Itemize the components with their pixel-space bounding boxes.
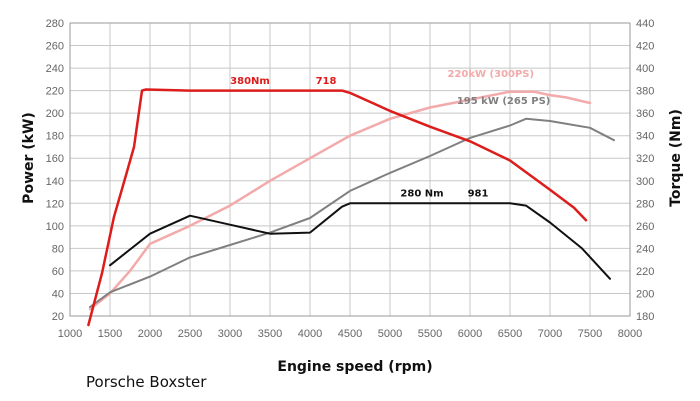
left-tick-label: 220	[46, 86, 64, 98]
x-tick-label: 7500	[578, 328, 602, 340]
left-tick-label: 180	[46, 131, 64, 143]
right-tick-label: 340	[636, 131, 654, 143]
right-tick-label: 260	[636, 221, 654, 233]
left-tick-label: 280	[46, 18, 64, 30]
right-tick-label: 320	[636, 153, 654, 165]
plot-frame	[69, 22, 631, 317]
right-tick-label: 360	[636, 108, 654, 120]
annotation-label: 718	[316, 76, 337, 87]
right-axis-title: Torque (Nm)	[668, 109, 684, 207]
right-tick-label: 200	[636, 288, 654, 300]
annotation-label: 380Nm	[230, 76, 270, 87]
grid	[70, 23, 630, 316]
annotations: 380Nm 718 220kW (300PS) 195 kW (265 PS) 280 …	[230, 69, 550, 199]
plot-border	[69, 22, 631, 317]
x-tick-label: 2000	[138, 328, 162, 340]
left-tick-label: 160	[46, 153, 64, 165]
series-line-torque-981	[109, 202, 611, 280]
right-tick-label: 420	[636, 41, 654, 53]
x-tick-label: 7000	[538, 328, 562, 340]
left-tick-label: 40	[52, 288, 64, 300]
left-tick-label: 20	[52, 311, 64, 323]
series-line-torque-718	[87, 88, 588, 327]
annotation-label: 981	[468, 189, 489, 200]
right-tick-label: 400	[636, 63, 654, 75]
x-tick-label: 4000	[298, 328, 322, 340]
x-tick-label: 2500	[178, 328, 202, 340]
right-tick-label: 280	[636, 198, 654, 210]
left-tick-label: 60	[52, 266, 64, 278]
x-tick-label: 5000	[378, 328, 402, 340]
annotation-label: 195 kW (265 PS)	[457, 96, 551, 107]
left-tick-label: 240	[46, 63, 64, 75]
x-tick-label: 6500	[498, 328, 522, 340]
left-tick-label: 120	[46, 198, 64, 210]
right-tick-label: 220	[636, 266, 654, 278]
right-tick-label: 300	[636, 176, 654, 188]
right-tick-label: 240	[636, 243, 654, 255]
right-tick-label: 180	[636, 311, 654, 323]
x-tick-label: 4500	[338, 328, 362, 340]
left-tick-label: 80	[52, 243, 64, 255]
left-tick-label: 260	[46, 41, 64, 53]
x-tick-label: 3500	[258, 328, 282, 340]
x-tick-label: 1000	[58, 328, 82, 340]
x-tick-label: 3000	[218, 328, 242, 340]
left-tick-label: 140	[46, 176, 64, 188]
right-tick-label: 440	[636, 18, 654, 30]
left-tick-label: 100	[46, 221, 64, 233]
left-axis-title: Power (kW)	[21, 112, 37, 204]
x-tick-label: 8000	[618, 328, 642, 340]
series-lines	[87, 88, 615, 327]
x-tick-label: 6000	[458, 328, 482, 340]
right-tick-label: 380	[636, 86, 654, 98]
x-tick-label: 1500	[98, 328, 122, 340]
x-axis-ticks: 1000 1500 2000 2500 3000 3500 4000 4500 5000 5500…	[58, 328, 642, 340]
x-tick-label: 5500	[418, 328, 442, 340]
annotation-label: 220kW (300PS)	[448, 69, 535, 80]
series-line-power-718	[88, 90, 592, 311]
series-line-power-981	[89, 117, 615, 308]
left-tick-label: 200	[46, 108, 64, 120]
left-axis-ticks: 20 40 60 80 100 120 140 160 180 200 220 240 260 280	[46, 18, 64, 323]
chart-caption: Porsche Boxster	[86, 373, 207, 391]
right-axis-ticks: 180 200 220 240 260 280 300 320 340 360 380 400 420 4…	[636, 18, 654, 323]
x-axis-title: Engine speed (rpm)	[277, 359, 432, 375]
annotation-label: 280 Nm	[400, 189, 443, 200]
